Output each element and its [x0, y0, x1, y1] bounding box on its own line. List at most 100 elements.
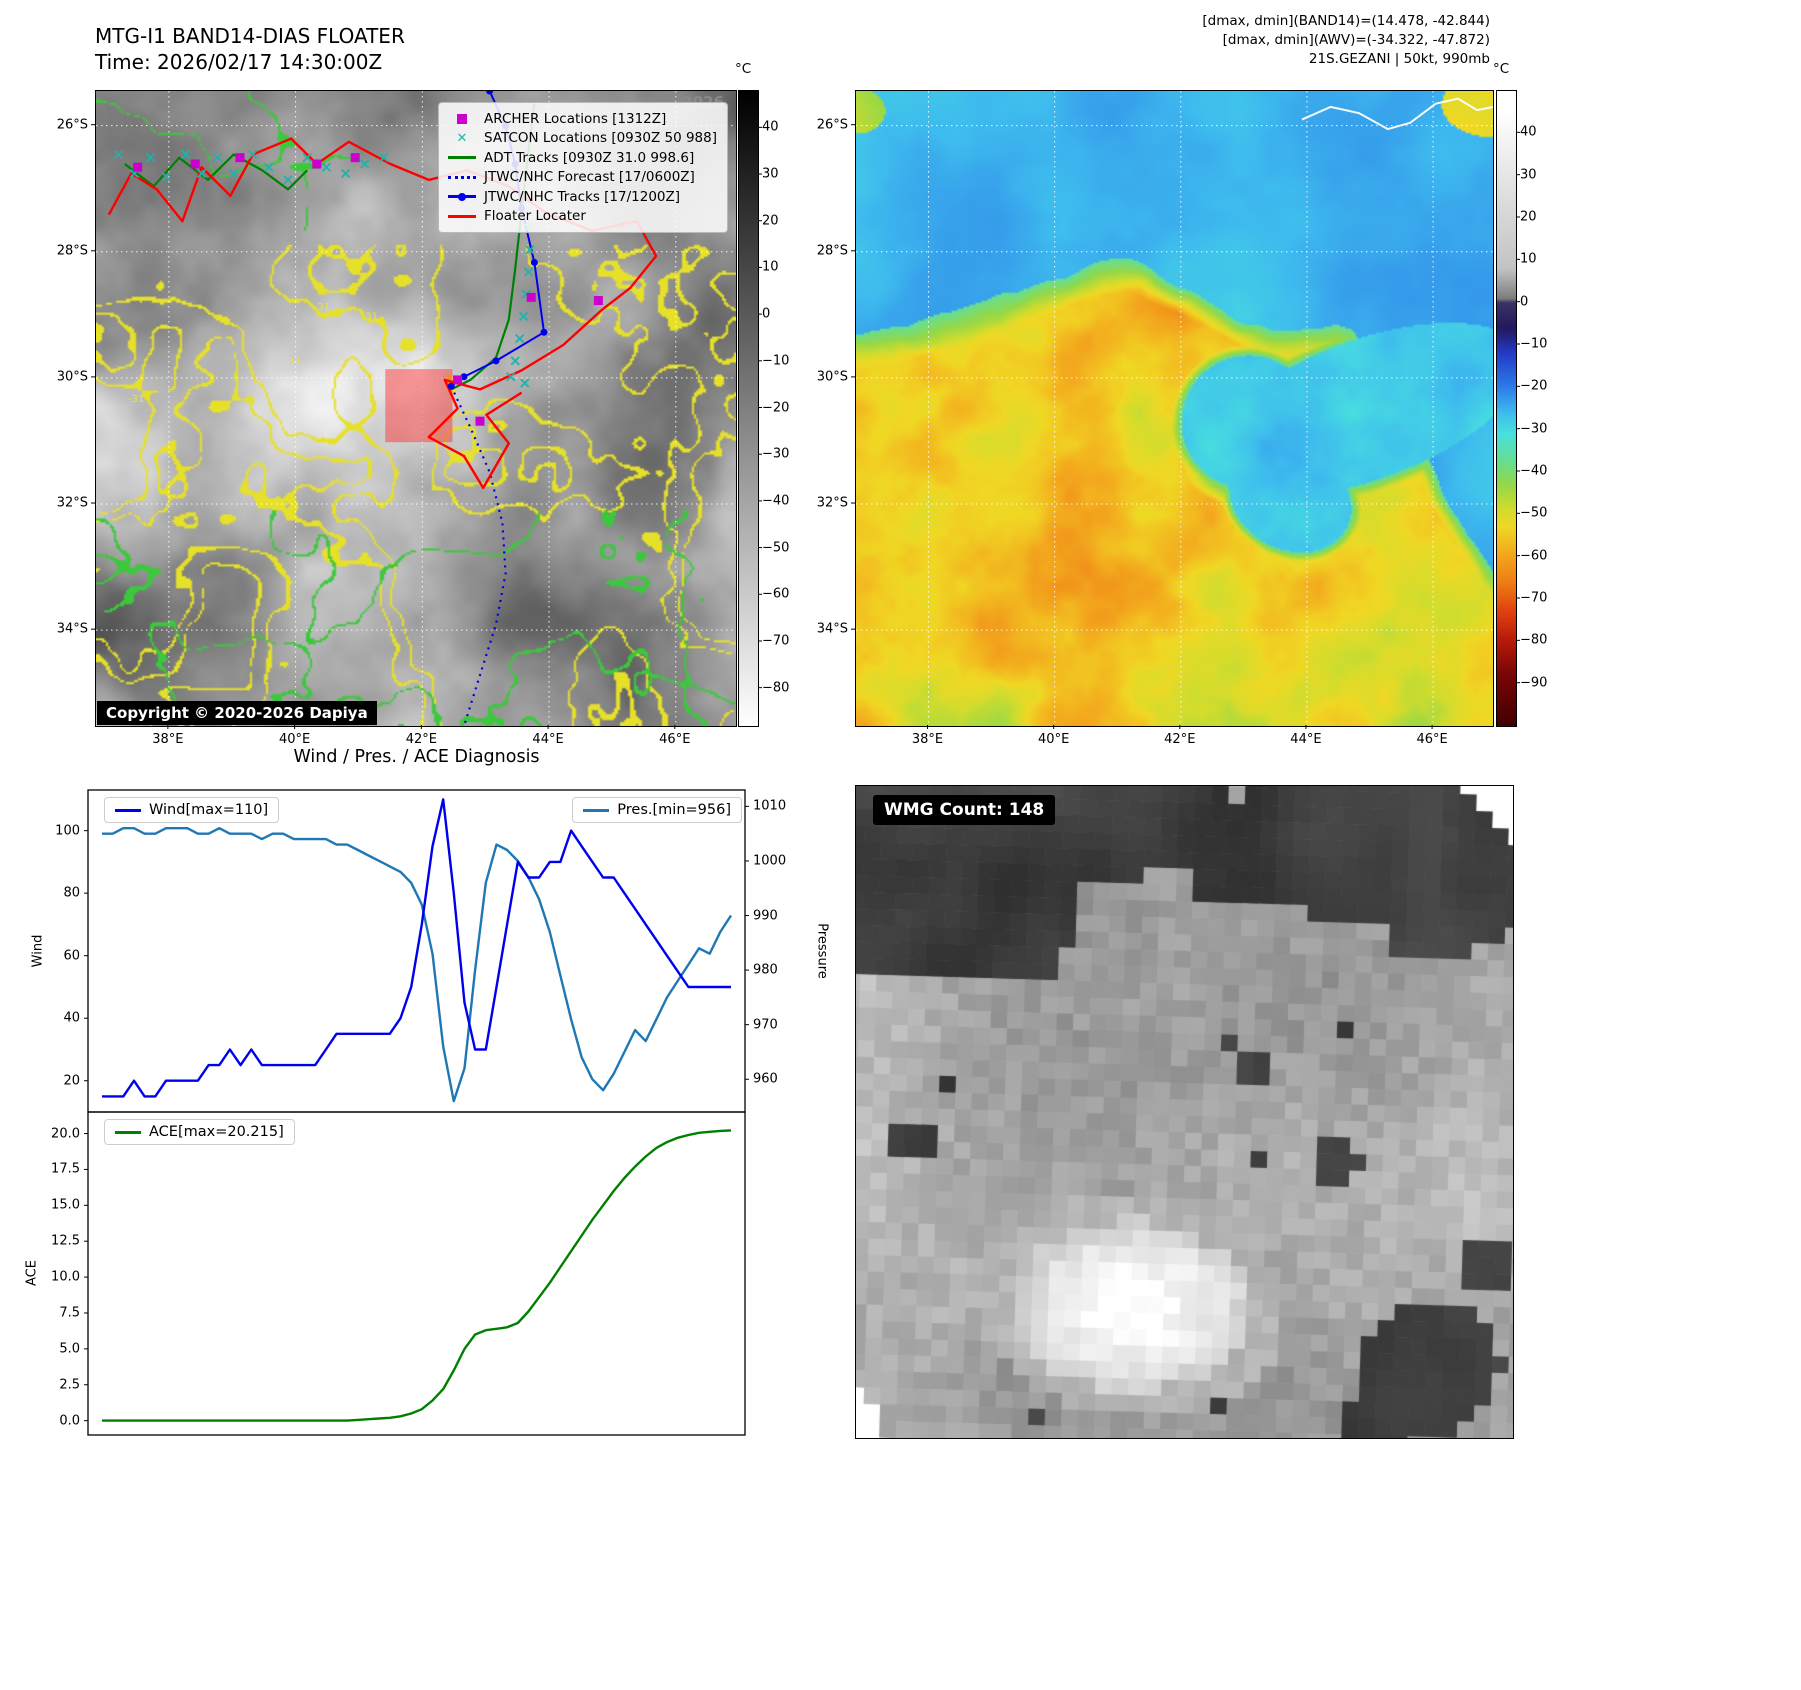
ace-tick-label: 12.5 [51, 1233, 80, 1249]
lon-tick-label: 46°E [1416, 732, 1448, 747]
colorbar-tick-label: −90 [1520, 675, 1548, 691]
colorbar-tick-label: −60 [762, 586, 790, 602]
pressure-tick-label: 960 [753, 1071, 778, 1087]
legend-item-label: Floater Locater [484, 208, 586, 225]
jtwc-track-point [530, 258, 538, 266]
satcon-x-marker [510, 356, 520, 366]
lat-tick-label: 32°S [816, 495, 848, 511]
pressure-tick-label: 970 [753, 1017, 778, 1033]
legend-item: ARCHER Locations [1312Z] [447, 109, 717, 129]
satcon-x-marker [228, 168, 239, 179]
analysis-box [385, 369, 453, 443]
archer-square-marker [350, 153, 360, 163]
pressure-tick-label: 980 [753, 962, 778, 978]
satcon-x-marker [283, 175, 293, 185]
archer-square-marker [593, 296, 603, 306]
ace-line-swatch [115, 1130, 141, 1134]
satcon-x-marker [340, 168, 351, 179]
legend-item-label: JTWC/NHC Tracks [17/1200Z] [484, 188, 681, 205]
legend-item: JTWC/NHC Forecast [17/0600Z] [447, 168, 717, 188]
line-legend-marker [447, 214, 477, 218]
colorbar-tick-label: 30 [762, 166, 779, 182]
lon-tick-label: 40°E [278, 732, 311, 747]
wmg-map: WMG Count: 148 [855, 785, 1514, 1439]
ace-tick-label: 0.0 [59, 1413, 80, 1429]
satcon-x-marker [180, 149, 191, 160]
satcon-x-marker [321, 162, 332, 172]
colorbar-tick-label: −20 [762, 400, 790, 415]
colorbar-tick-label: −10 [762, 353, 790, 369]
adt-track [124, 153, 308, 191]
colorbar-tick-label: 30 [1520, 167, 1537, 183]
satcon-x-marker [264, 162, 274, 172]
colorbar-tick-label: −80 [762, 680, 790, 696]
band14-colorbar [738, 90, 759, 727]
satcon-x-marker [360, 159, 370, 169]
wind-axis-label: Wind [30, 934, 46, 968]
legend-item-label: ADT Tracks [0930Z 31.0 998.6] [484, 149, 695, 166]
colorbar-tick-label: 20 [1520, 209, 1537, 225]
satcon-x-marker [518, 311, 529, 322]
map-legend: ARCHER Locations [1312Z] ✕ SATCON Location… [438, 102, 728, 233]
colorbar-tick-label: 40 [762, 119, 779, 135]
wind-line-swatch [115, 808, 141, 812]
jtwc-track-point [540, 328, 548, 336]
legend-item: ✕ SATCON Locations [0930Z 50 988] [447, 129, 717, 149]
awv-colorbar-unit: °C [1493, 61, 1510, 77]
satcon-x-marker [379, 153, 389, 163]
colorbar-tick-label: −80 [1520, 632, 1548, 648]
satcon-x-marker [525, 245, 535, 255]
satcon-x-marker [521, 289, 531, 299]
colorbar-tick-label: 20 [762, 213, 779, 229]
ace-legend: ACE[max=20.215] [104, 1119, 295, 1145]
lat-tick-label: 26°S [56, 117, 88, 133]
archer-square-marker [190, 159, 200, 169]
pressure-axis-label: Pressure [814, 923, 830, 979]
contour-label: -31 [314, 302, 330, 313]
ace-tick-label: 5.0 [59, 1341, 80, 1357]
awv-header: [dmax, dmin](BAND14)=(14.478, -42.844) [… [1202, 12, 1490, 69]
lon-tick-label: 46°E [659, 732, 691, 747]
legend-item-label: SATCON Locations [0930Z 50 988] [484, 130, 717, 147]
lon-tick-label: 44°E [532, 732, 564, 747]
jtwc-track-point [447, 382, 455, 390]
jtwc-track-point [486, 91, 494, 95]
lat-tick-label: 30°S [56, 369, 88, 385]
awv-satellite-image [856, 91, 1493, 726]
lat-tick-label: 34°S [816, 621, 848, 637]
colorbar-tick-label: −50 [762, 540, 790, 556]
wind-legend-label: Wind[max=110] [149, 802, 269, 818]
line-legend-marker [447, 156, 477, 160]
square-legend-marker [447, 113, 477, 124]
colorbar-tick-label: 0 [1520, 294, 1529, 310]
legend-item-label: ARCHER Locations [1312Z] [484, 110, 667, 127]
pressure-legend: Pres.[min=956] [572, 797, 742, 823]
satcon-x-marker [302, 153, 312, 163]
jtwc-track-point [492, 357, 500, 365]
awv-map [855, 90, 1494, 727]
ace-tick-label: 10.0 [51, 1269, 80, 1285]
storm-id-line: 21S.GEZANI | 50kt, 990mb [1308, 51, 1490, 67]
band14-subtitle: Time: 2026/02/17 14:30:00Z [95, 50, 383, 74]
dmax-band14-line: [dmax, dmin](BAND14)=(14.478, -42.844) [1202, 13, 1490, 29]
colorbar-tick-label: −10 [1520, 336, 1548, 352]
wind-tick-label: 80 [63, 885, 80, 901]
wind-chart-frame [87, 789, 746, 1113]
satcon-x-marker [524, 267, 534, 277]
ace-chart-frame [87, 1111, 746, 1436]
ace-series-line [102, 1129, 732, 1422]
archer-square-marker [133, 162, 143, 172]
jtwc-forecast-track [450, 385, 507, 726]
band14-map: -31-31-31-31 2026 ARCHER Locations [1312… [95, 90, 737, 727]
satcon-x-icon: ✕ [456, 130, 468, 146]
jtwc-track-point [460, 373, 468, 381]
colorbar-tick-label: −40 [1520, 463, 1548, 479]
archer-square-marker [235, 153, 245, 163]
archer-square-marker [526, 292, 536, 302]
legend-item: JTWC/NHC Tracks [17/1200Z] [447, 187, 717, 207]
colorbar-tick-label: −70 [1520, 590, 1548, 606]
white-contour [1301, 97, 1493, 131]
copyright-label: Copyright © 2020-2026 Dapiya [97, 701, 377, 725]
lat-tick-label: 30°S [816, 369, 848, 385]
satcon-x-marker [196, 168, 207, 179]
